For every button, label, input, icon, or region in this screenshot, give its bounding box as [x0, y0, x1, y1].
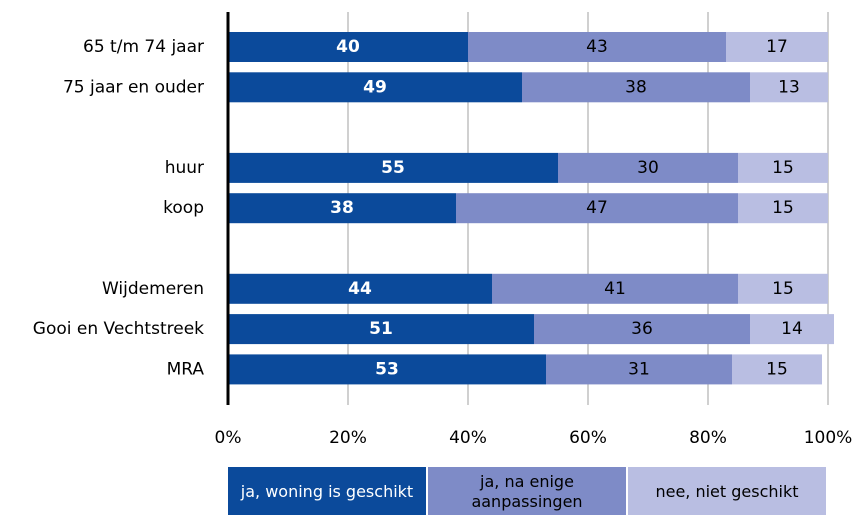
data-label: 55 — [381, 158, 405, 178]
y-tick-label: Wijdemeren — [102, 279, 204, 299]
bar-segment — [456, 193, 738, 224]
bar-segment — [468, 32, 726, 62]
data-label: 36 — [631, 319, 653, 339]
x-tick-label: 20% — [329, 428, 367, 448]
x-tick-label: 80% — [689, 428, 727, 448]
bar-segment — [738, 152, 828, 183]
bar-segment — [738, 193, 828, 224]
y-tick-label: Gooi en Vechtstreek — [33, 319, 204, 339]
data-label: 53 — [375, 359, 399, 379]
data-label: 15 — [772, 198, 794, 218]
x-tick-label: 0% — [215, 428, 242, 448]
y-tick-label: MRA — [167, 359, 205, 379]
data-label: 51 — [369, 319, 393, 339]
legend-item: nee, niet geschikt — [628, 467, 826, 515]
bar-segment — [732, 354, 822, 385]
data-label: 38 — [625, 77, 647, 97]
data-label: 41 — [604, 279, 626, 299]
x-tick-label: 100% — [804, 428, 853, 448]
data-label: 38 — [330, 198, 354, 218]
bar-segment — [228, 72, 522, 103]
bar-segment — [492, 273, 738, 304]
y-tick-label: 75 jaar en ouder — [63, 77, 204, 97]
bar-segment — [750, 72, 828, 103]
bar-segment — [750, 314, 834, 345]
data-label: 43 — [586, 37, 608, 57]
y-tick-label: koop — [163, 198, 204, 218]
data-label: 49 — [363, 77, 387, 97]
data-label: 15 — [772, 279, 794, 299]
data-label: 30 — [637, 158, 659, 178]
x-tick-label: 60% — [569, 428, 607, 448]
y-tick-label: huur — [165, 158, 204, 178]
data-label: 47 — [586, 198, 608, 218]
legend-item: ja, woning is geschikt — [228, 467, 426, 515]
bar-segment — [228, 32, 468, 62]
bar-segment — [228, 354, 546, 385]
data-label: 40 — [336, 37, 360, 57]
data-label: 15 — [772, 158, 794, 178]
bar-segment — [558, 152, 738, 183]
bar-segment — [228, 273, 492, 304]
legend-item: ja, na enige aanpassingen — [428, 467, 626, 515]
data-label: 44 — [348, 279, 372, 299]
data-label: 15 — [766, 359, 788, 379]
data-label: 14 — [781, 319, 803, 339]
bar-segment — [522, 72, 750, 103]
bar-segment — [738, 273, 828, 304]
data-label: 17 — [766, 37, 788, 57]
y-tick-label: 65 t/m 74 jaar — [83, 37, 204, 57]
data-label: 13 — [778, 77, 800, 97]
bar-segment — [228, 314, 534, 345]
bar-segment — [546, 354, 732, 385]
data-label: 31 — [628, 359, 650, 379]
bar-segment — [228, 152, 558, 183]
bar-segment — [726, 32, 828, 62]
bar-segment — [534, 314, 750, 345]
bar-segment — [228, 193, 456, 224]
x-tick-label: 40% — [449, 428, 487, 448]
